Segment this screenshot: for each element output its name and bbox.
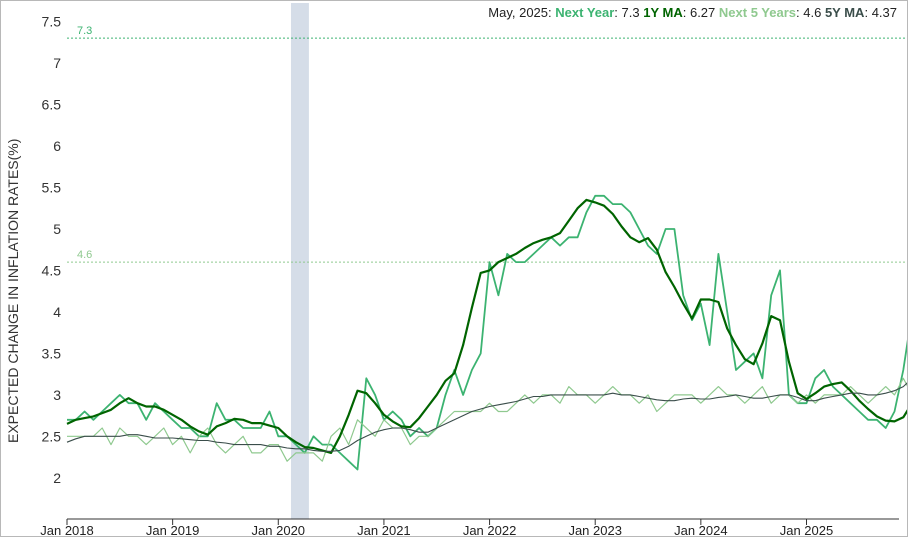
legend-label-1y-ma: 1Y MA — [643, 5, 683, 20]
x-tick-label: Jan 2019 — [146, 523, 200, 536]
y-tick-label: 7.5 — [42, 14, 62, 30]
reference-label: 4.6 — [77, 249, 92, 261]
legend-label-next-5-years: Next 5 Years — [718, 5, 797, 20]
y-tick-label: 3 — [53, 387, 61, 403]
series-line-next-5-years — [67, 377, 910, 462]
x-tick-label: Jan 2021 — [357, 523, 411, 536]
y-tick-label: 4.5 — [42, 262, 62, 278]
x-tick-label: Jan 2024 — [674, 523, 728, 536]
y-tick-label: 5 — [53, 221, 61, 237]
x-tick-label: Jan 2025 — [780, 523, 834, 536]
legend-label-next-year: Next Year — [555, 5, 615, 20]
legend-value-1y-ma: 6.27 — [689, 5, 716, 20]
y-tick-label: 6.5 — [42, 97, 62, 113]
y-axis-title: EXPECTED CHANGE IN INFLATION RATES(%) — [5, 138, 21, 444]
y-tick-label: 2 — [53, 470, 61, 486]
legend-label-5y-ma: 5Y MA — [824, 5, 865, 20]
y-tick-label: 6 — [53, 138, 61, 154]
y-tick-label: 3.5 — [42, 345, 62, 361]
recession-band — [290, 3, 309, 519]
y-tick-label: 4 — [53, 304, 61, 320]
legend-value-next-5-years: 4.6 — [803, 5, 822, 20]
reference-label: 7.3 — [77, 25, 92, 37]
series-line-1y-ma — [66, 198, 910, 454]
x-tick-label: Jan 2018 — [40, 523, 94, 536]
chart-legend: May, 2025: Next Year: 7.3 1Y MA: 6.27 Ne… — [488, 5, 897, 20]
x-tick-label: Jan 2023 — [568, 523, 622, 536]
y-tick-label: 2.5 — [42, 428, 62, 444]
y-tick-label: 7 — [53, 55, 61, 71]
x-tick-label: Jan 2022 — [463, 523, 517, 536]
legend-value-next-year: 7.3 — [621, 5, 640, 20]
legend-value-5y-ma: 4.37 — [871, 5, 897, 20]
legend-prefix: May, 2025: — [488, 5, 552, 20]
x-tick-label: Jan 2020 — [252, 523, 306, 536]
y-tick-label: 5.5 — [42, 179, 62, 195]
series-line-5y-ma — [66, 379, 910, 452]
